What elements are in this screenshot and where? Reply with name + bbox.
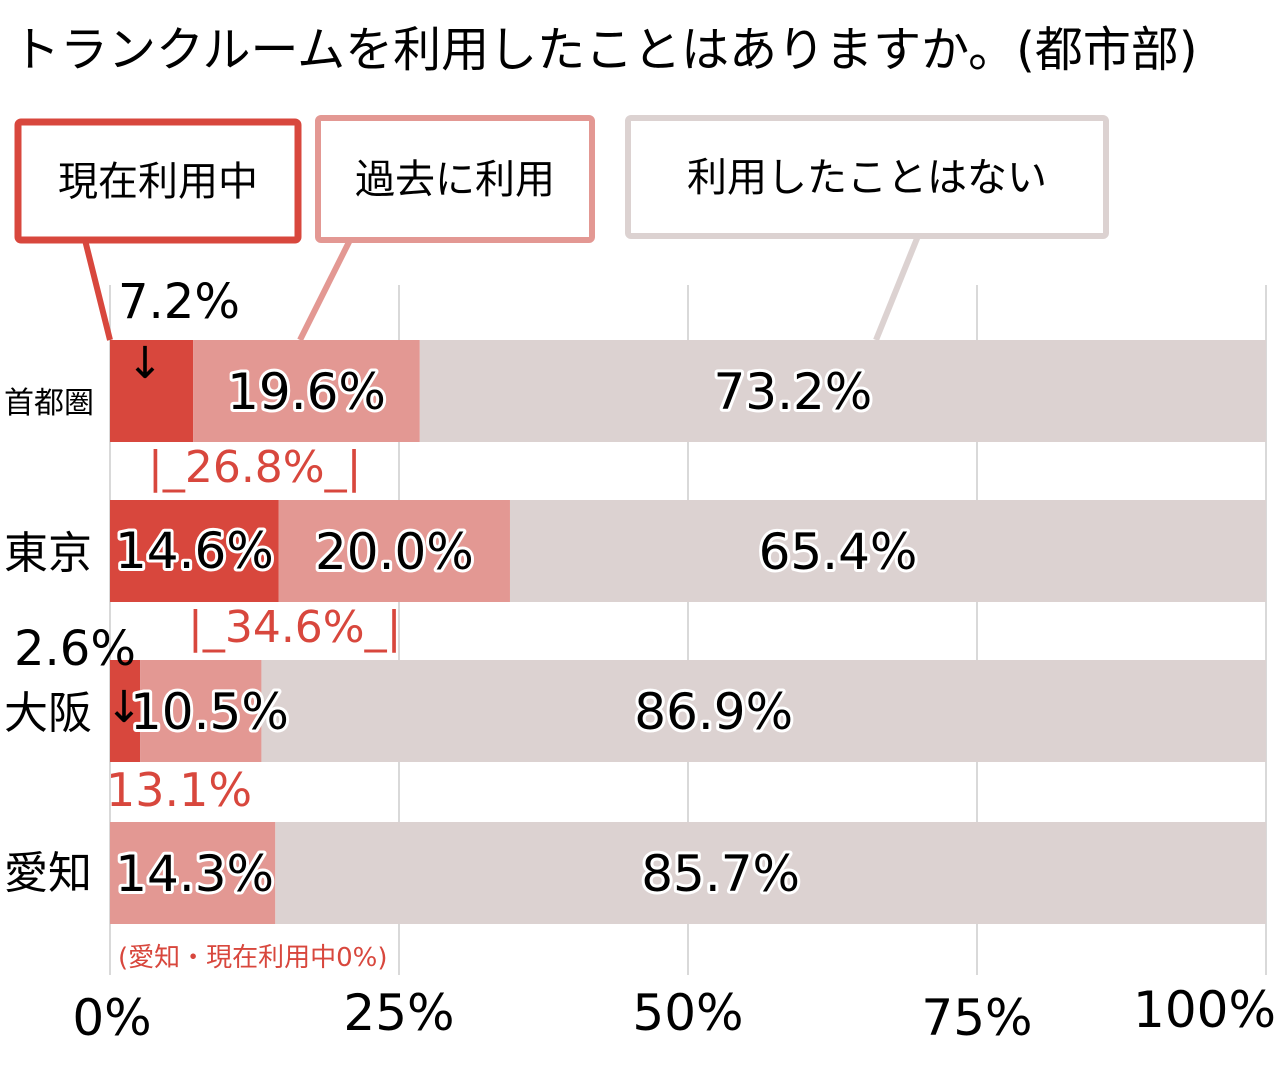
bar-never-3: [275, 822, 1267, 924]
x-tick-label: 25%: [343, 984, 454, 1042]
legend-leader-line: [82, 239, 113, 341]
x-tick-label: 50%: [632, 984, 743, 1042]
bar-groups: [110, 340, 1267, 924]
arrow-down-icon: ↓: [127, 338, 164, 389]
subtotal-label: 13.1%: [106, 763, 252, 817]
value-label-never: 65.4%: [759, 523, 918, 581]
chart-title: トランクルームを利用したことはありますか。(都市部): [12, 22, 1198, 78]
legend-box: [315, 115, 595, 243]
legend-box: [14, 118, 302, 244]
x-axis: 0% 25% 50% 75% 100%: [72, 981, 1276, 1047]
legend-box: [625, 115, 1109, 239]
subtotal-label: |_26.8%_|: [148, 442, 361, 493]
value-label-never: 73.2%: [713, 363, 872, 421]
bar-past-3: [110, 822, 276, 924]
value-label-current: 14.6%: [115, 522, 274, 580]
bar-current-2: [110, 660, 141, 762]
x-tick-label: 100%: [1133, 981, 1276, 1039]
bar-never-1: [509, 500, 1266, 602]
bar-current-0: [110, 340, 194, 442]
value-label-current: 7.2%: [118, 274, 240, 330]
category-label: 東京: [4, 528, 92, 579]
value-label-past: 20.0%: [315, 523, 474, 581]
bar-past-1: [278, 500, 510, 602]
chart-note: (愛知・現在利用中0%): [118, 943, 388, 973]
bar-never-0: [419, 340, 1267, 442]
bar-past-2: [140, 660, 262, 762]
value-label-never: 86.9%: [634, 683, 793, 741]
legend-leader-line: [297, 238, 353, 342]
value-label-past: 19.6%: [227, 363, 386, 421]
legend-label: 利用したことはない: [687, 155, 1047, 201]
value-label-past: 10.5%: [130, 683, 289, 741]
legend-label: 現在利用中: [58, 159, 258, 205]
legend: 現在利用中 過去に利用 利用したことはない: [14, 115, 1109, 342]
category-label: 首都圏: [4, 386, 94, 421]
x-tick-label: 0%: [72, 989, 151, 1047]
x-tick-label: 75%: [921, 989, 1032, 1047]
legend-leader-line: [873, 234, 921, 342]
bar-past-0: [193, 340, 420, 442]
category-label: 大阪: [4, 688, 92, 739]
category-label: 愛知: [4, 848, 92, 899]
value-label-past: 14.3%: [115, 845, 274, 903]
arrow-down-icon: ↓: [106, 682, 143, 733]
value-label-current: 2.6%: [14, 621, 136, 677]
bar-never-2: [261, 660, 1266, 762]
subtotal-label: |_34.6%_|: [188, 602, 401, 653]
value-label-never: 85.7%: [641, 845, 800, 903]
legend-label: 過去に利用: [355, 157, 555, 203]
bar-current-1: [110, 500, 279, 602]
